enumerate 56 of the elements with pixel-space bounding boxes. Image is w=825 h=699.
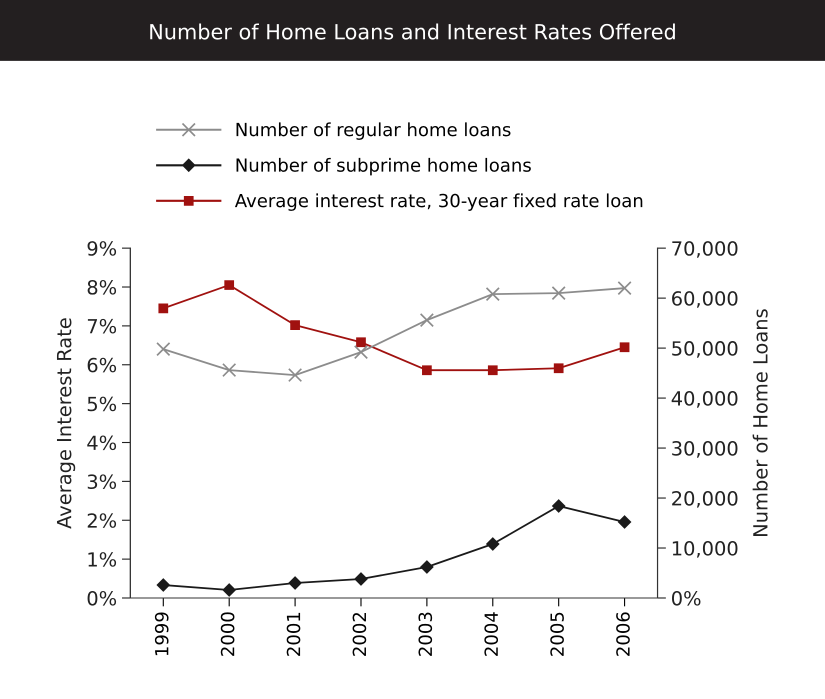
x-tick-label: 1999 [154, 612, 169, 656]
y-tick-label: 4% [87, 435, 116, 450]
y2-tick-label: 10,000 [672, 540, 738, 558]
x-tick-label: 2000 [220, 612, 234, 656]
y-tick-label: 5% [88, 396, 116, 412]
point [288, 368, 302, 382]
point [486, 287, 500, 302]
point [617, 281, 632, 296]
chart-title: Number of Home Loans and Interest Rates Offered [150, 23, 675, 40]
point [224, 280, 234, 290]
point [288, 576, 302, 590]
point [420, 313, 434, 328]
point [420, 560, 434, 574]
point [620, 342, 630, 352]
point [488, 365, 498, 376]
y-tick-label: 8% [88, 280, 116, 295]
y2-tick-label: 50,000 [672, 341, 738, 358]
x-tick-label: 2003 [418, 612, 432, 656]
point [356, 337, 366, 348]
point [422, 365, 432, 376]
x-tick-label: 2006 [616, 612, 630, 656]
point [552, 286, 566, 300]
point [156, 578, 170, 592]
x-tick-label: 2002 [352, 613, 366, 656]
point [158, 304, 168, 314]
y-tick-label: 3% [88, 474, 116, 490]
y2-tick-label: 60,000 [672, 291, 738, 308]
point [552, 499, 566, 513]
y-tick-label: 2% [88, 513, 116, 528]
point [486, 537, 500, 551]
y2-axis-title: Number of Home Loans [752, 309, 768, 536]
point [222, 583, 236, 597]
point [354, 345, 368, 360]
point [222, 363, 236, 378]
point [554, 363, 564, 374]
y2-tick-label: 30,000 [672, 441, 738, 458]
x-tick-label: 2005 [550, 612, 564, 656]
legend-label: Number of subprime home loans [236, 158, 531, 176]
y2-tick-label: 0% [672, 590, 700, 606]
point [290, 320, 300, 330]
y2-tick-label: 70,000 [672, 241, 738, 258]
y-tick-label: 6% [88, 358, 116, 372]
y2-tick-label: 40,000 [672, 391, 738, 408]
point [354, 572, 368, 586]
y-axis-title: Average Interest Rate [56, 318, 76, 529]
x-tick-label: 2001 [286, 612, 300, 656]
point [618, 515, 632, 529]
legend-label: Average interest rate, 30-year fixed rate loan [234, 193, 642, 211]
y-tick-label: 7% [88, 318, 116, 334]
y-tick-label: 9% [88, 241, 116, 256]
legend-label: Number of regular home loans [236, 122, 510, 140]
point [156, 342, 170, 356]
y-tick-label: 0% [88, 590, 116, 606]
y2-tick-label: 20,000 [672, 490, 738, 508]
x-tick-label: 2004 [484, 612, 498, 656]
y-tick-label: 1% [88, 552, 116, 567]
